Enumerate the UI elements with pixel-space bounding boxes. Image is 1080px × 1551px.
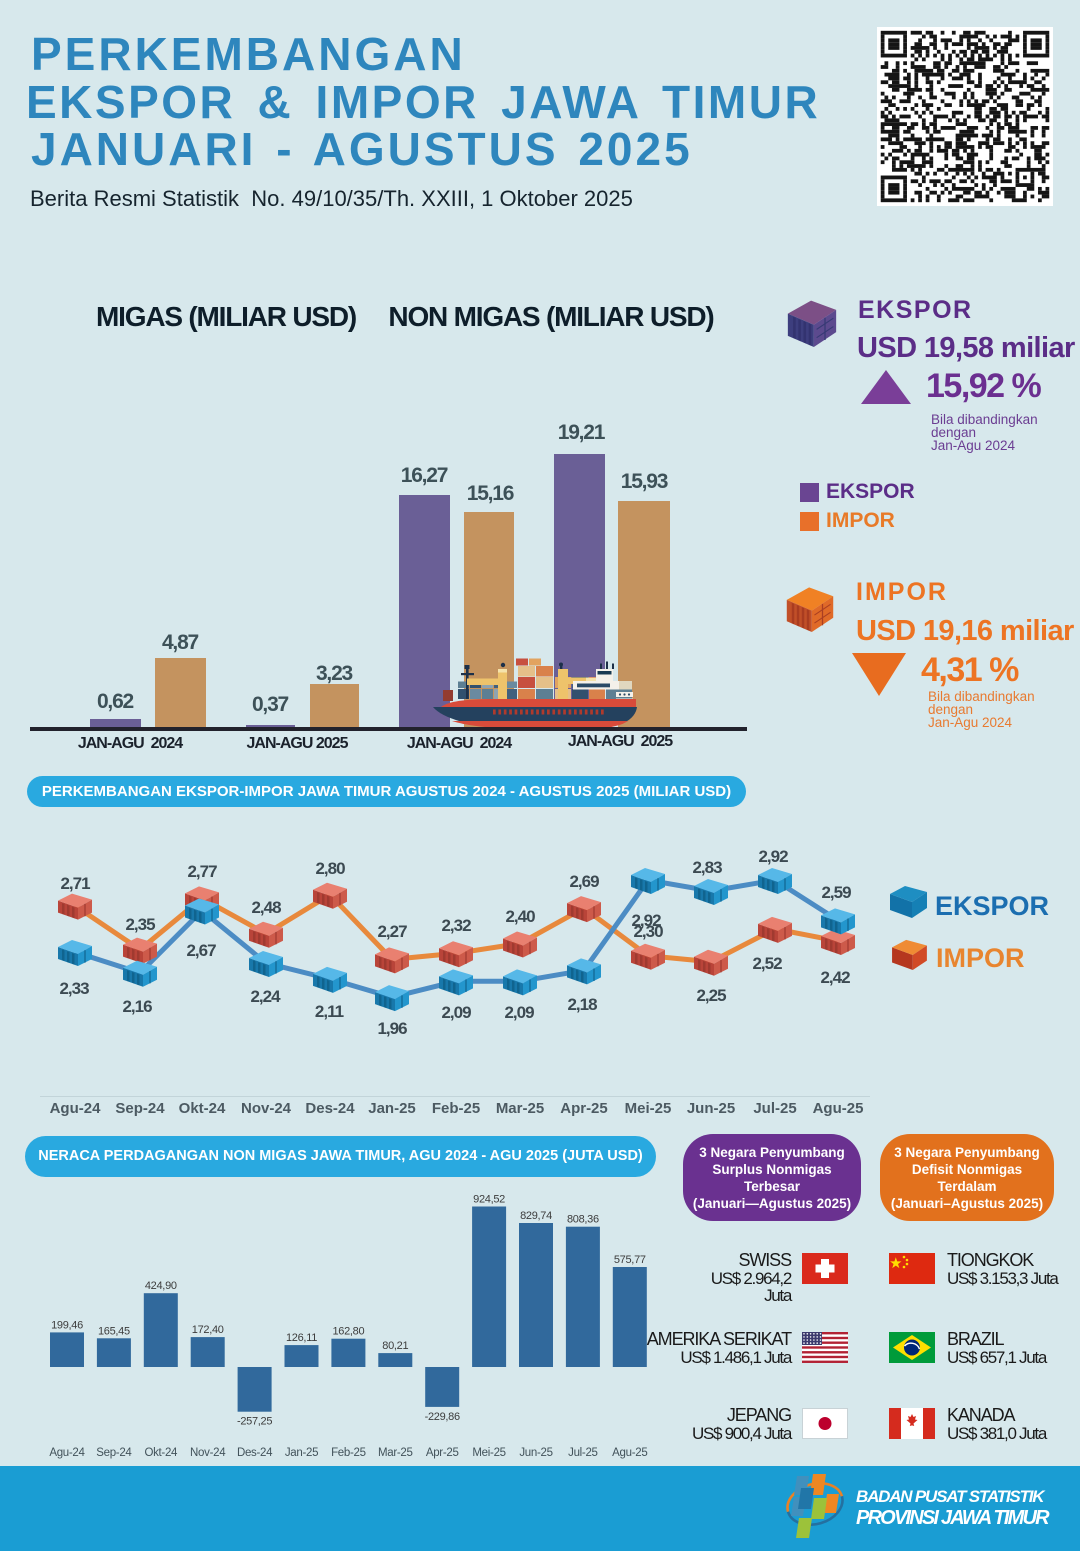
svg-text:Okt-24: Okt-24 xyxy=(144,1447,178,1459)
svg-text:2,92: 2,92 xyxy=(758,847,788,866)
svg-text:Jan-25: Jan-25 xyxy=(285,1447,318,1459)
svg-text:2,92: 2,92 xyxy=(631,911,661,930)
svg-text:165,45: 165,45 xyxy=(98,1325,130,1337)
svg-text:924,52: 924,52 xyxy=(473,1194,505,1206)
svg-text:2,16: 2,16 xyxy=(122,997,152,1016)
svg-text:2,52: 2,52 xyxy=(752,954,782,973)
svg-text:2,77: 2,77 xyxy=(187,862,217,881)
svg-text:2,33: 2,33 xyxy=(59,979,89,998)
svg-text:2,59: 2,59 xyxy=(821,883,851,902)
svg-text:2,80: 2,80 xyxy=(315,859,345,878)
svg-text:Apr-25: Apr-25 xyxy=(426,1447,459,1459)
svg-text:2,30: 2,30 xyxy=(633,922,663,941)
svg-text:2,09: 2,09 xyxy=(441,1003,471,1022)
svg-text:Mar-25: Mar-25 xyxy=(378,1447,413,1459)
svg-text:126,11: 126,11 xyxy=(286,1332,317,1344)
svg-text:80,21: 80,21 xyxy=(382,1340,408,1352)
svg-text:2,27: 2,27 xyxy=(377,922,407,941)
svg-text:808,36: 808,36 xyxy=(567,1214,599,1226)
svg-text:162,80: 162,80 xyxy=(332,1326,364,1338)
svg-text:2,18: 2,18 xyxy=(567,995,597,1014)
svg-text:2,48: 2,48 xyxy=(251,898,281,917)
svg-text:-229,86: -229,86 xyxy=(425,1411,460,1423)
svg-text:2,67: 2,67 xyxy=(186,941,216,960)
svg-text:Sep-24: Sep-24 xyxy=(96,1447,132,1459)
svg-text:575,77: 575,77 xyxy=(614,1254,646,1266)
svg-text:2,40: 2,40 xyxy=(505,907,535,926)
svg-text:829,74: 829,74 xyxy=(520,1210,552,1222)
svg-text:2,09: 2,09 xyxy=(504,1003,534,1022)
svg-text:Feb-25: Feb-25 xyxy=(331,1447,366,1459)
svg-text:2,24: 2,24 xyxy=(250,987,281,1006)
svg-text:2,35: 2,35 xyxy=(125,915,155,934)
svg-text:2,32: 2,32 xyxy=(441,916,471,935)
svg-text:424,90: 424,90 xyxy=(145,1280,177,1292)
svg-text:Jun-25: Jun-25 xyxy=(519,1447,552,1459)
svg-text:2,42: 2,42 xyxy=(820,968,850,987)
svg-text:Jul-25: Jul-25 xyxy=(568,1447,598,1459)
svg-text:Agu-25: Agu-25 xyxy=(612,1447,647,1459)
svg-text:2,11: 2,11 xyxy=(315,1002,344,1021)
svg-text:2,83: 2,83 xyxy=(692,858,722,877)
svg-text:-257,25: -257,25 xyxy=(237,1416,272,1428)
svg-text:Agu-24: Agu-24 xyxy=(49,1447,85,1459)
svg-text:2,69: 2,69 xyxy=(569,872,599,891)
svg-text:1,96: 1,96 xyxy=(377,1019,407,1038)
svg-text:2,25: 2,25 xyxy=(696,986,726,1005)
svg-text:Nov-24: Nov-24 xyxy=(190,1447,226,1459)
svg-text:172,40: 172,40 xyxy=(192,1324,224,1336)
svg-text:2,71: 2,71 xyxy=(60,874,90,893)
svg-text:Mei-25: Mei-25 xyxy=(472,1447,505,1459)
svg-text:Des-24: Des-24 xyxy=(237,1447,273,1459)
svg-text:199,46: 199,46 xyxy=(51,1319,83,1331)
